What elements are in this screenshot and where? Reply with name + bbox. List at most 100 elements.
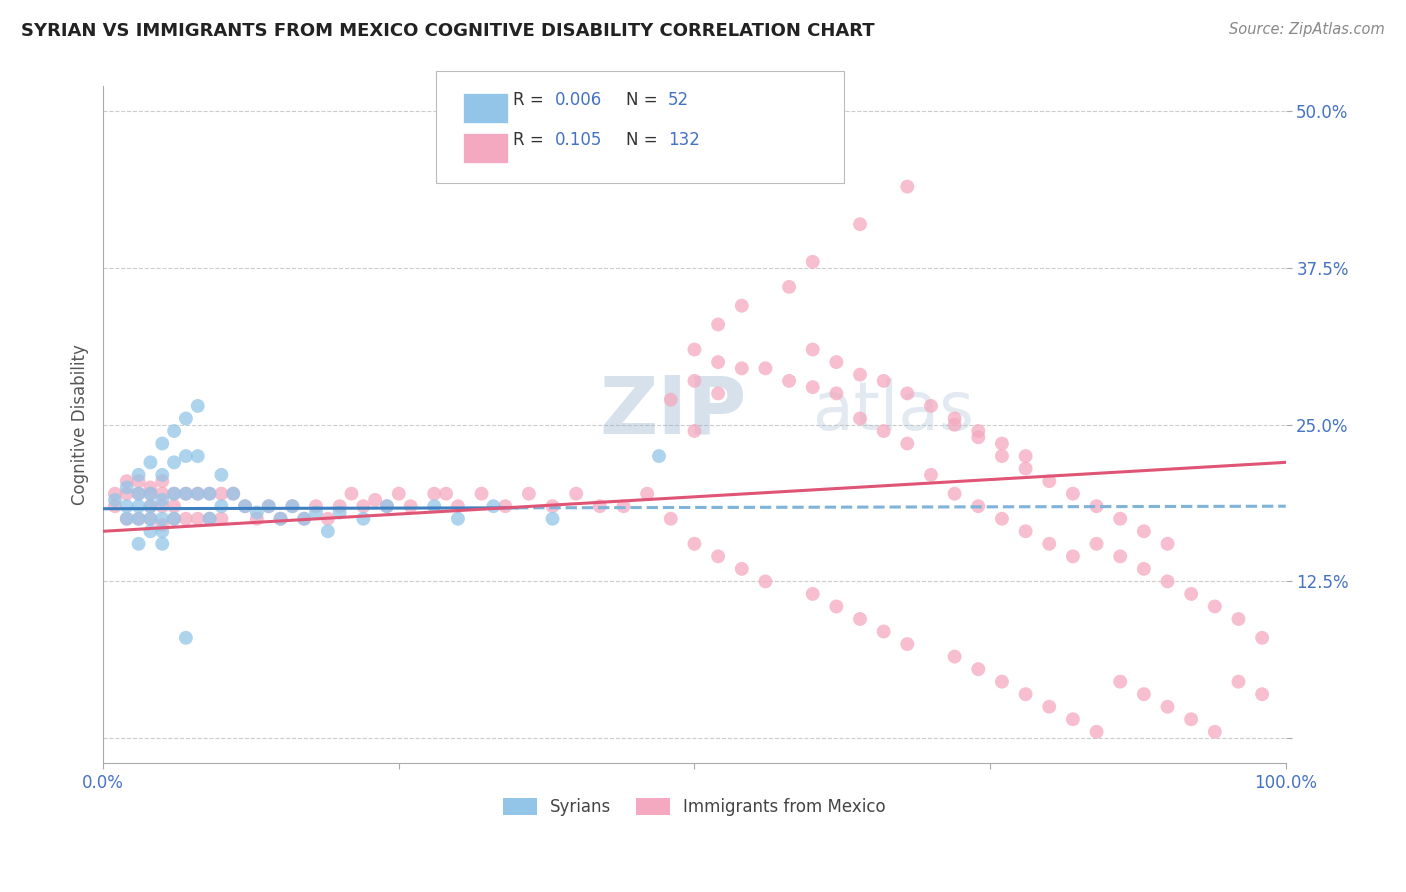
Point: [754, 574, 776, 589]
Point: [139, 486, 162, 500]
Point: [1251, 631, 1274, 645]
Point: [150, 492, 173, 507]
Point: [352, 499, 374, 513]
Point: [517, 486, 540, 500]
Point: [849, 217, 872, 231]
Text: 0.006: 0.006: [555, 91, 603, 109]
Point: [707, 549, 730, 564]
Point: [150, 474, 173, 488]
Point: [1014, 687, 1036, 701]
Point: [1251, 687, 1274, 701]
Point: [683, 343, 706, 357]
Point: [1156, 537, 1178, 551]
Point: [683, 537, 706, 551]
Point: [150, 467, 173, 482]
Point: [565, 486, 588, 500]
Point: [115, 512, 138, 526]
Point: [139, 499, 162, 513]
Point: [896, 637, 918, 651]
Legend: Syrians, Immigrants from Mexico: Syrians, Immigrants from Mexico: [496, 791, 893, 822]
Point: [801, 380, 824, 394]
Text: SYRIAN VS IMMIGRANTS FROM MEXICO COGNITIVE DISABILITY CORRELATION CHART: SYRIAN VS IMMIGRANTS FROM MEXICO COGNITI…: [21, 22, 875, 40]
Text: Source: ZipAtlas.com: Source: ZipAtlas.com: [1229, 22, 1385, 37]
Point: [270, 512, 292, 526]
Point: [849, 612, 872, 626]
Point: [150, 537, 173, 551]
Text: 0.105: 0.105: [555, 131, 603, 149]
Point: [139, 480, 162, 494]
Point: [825, 599, 848, 614]
Point: [423, 486, 446, 500]
Point: [139, 524, 162, 539]
Point: [1180, 712, 1202, 726]
Point: [434, 486, 457, 500]
Point: [707, 355, 730, 369]
Point: [1085, 537, 1108, 551]
Point: [1014, 524, 1036, 539]
Point: [896, 179, 918, 194]
Point: [683, 374, 706, 388]
Point: [187, 486, 209, 500]
Point: [115, 512, 138, 526]
Point: [209, 512, 232, 526]
Point: [1062, 712, 1084, 726]
Point: [541, 499, 564, 513]
Point: [198, 486, 221, 500]
Point: [174, 449, 197, 463]
Point: [139, 512, 162, 526]
Point: [991, 512, 1014, 526]
Text: 52: 52: [668, 91, 689, 109]
Point: [731, 299, 754, 313]
Point: [1133, 524, 1156, 539]
Point: [233, 499, 256, 513]
Point: [305, 506, 328, 520]
Text: N =: N =: [626, 131, 662, 149]
Point: [1109, 674, 1132, 689]
Point: [1227, 674, 1250, 689]
Point: [991, 436, 1014, 450]
Point: [1204, 599, 1226, 614]
Point: [340, 486, 363, 500]
Point: [104, 486, 127, 500]
Point: [896, 436, 918, 450]
Point: [316, 524, 339, 539]
Point: [896, 386, 918, 401]
Point: [1133, 562, 1156, 576]
Point: [150, 499, 173, 513]
Point: [1133, 687, 1156, 701]
Point: [104, 499, 127, 513]
Point: [174, 411, 197, 425]
Point: [187, 486, 209, 500]
Text: N =: N =: [626, 91, 662, 109]
Point: [128, 537, 150, 551]
Point: [482, 499, 505, 513]
Point: [128, 474, 150, 488]
Point: [778, 374, 800, 388]
Point: [115, 474, 138, 488]
Point: [873, 424, 896, 438]
Point: [270, 512, 292, 526]
Point: [1038, 699, 1060, 714]
Point: [139, 512, 162, 526]
Point: [257, 499, 280, 513]
Point: [967, 424, 990, 438]
Point: [163, 486, 186, 500]
Point: [1062, 549, 1084, 564]
Point: [352, 512, 374, 526]
Point: [873, 374, 896, 388]
Point: [399, 499, 422, 513]
Point: [648, 449, 671, 463]
Point: [128, 499, 150, 513]
Point: [849, 411, 872, 425]
Point: [209, 499, 232, 513]
Point: [471, 486, 494, 500]
Point: [754, 361, 776, 376]
Point: [1109, 512, 1132, 526]
Point: [364, 492, 387, 507]
Point: [329, 506, 352, 520]
Point: [920, 399, 942, 413]
Point: [873, 624, 896, 639]
Point: [849, 368, 872, 382]
Point: [209, 486, 232, 500]
Point: [1038, 474, 1060, 488]
